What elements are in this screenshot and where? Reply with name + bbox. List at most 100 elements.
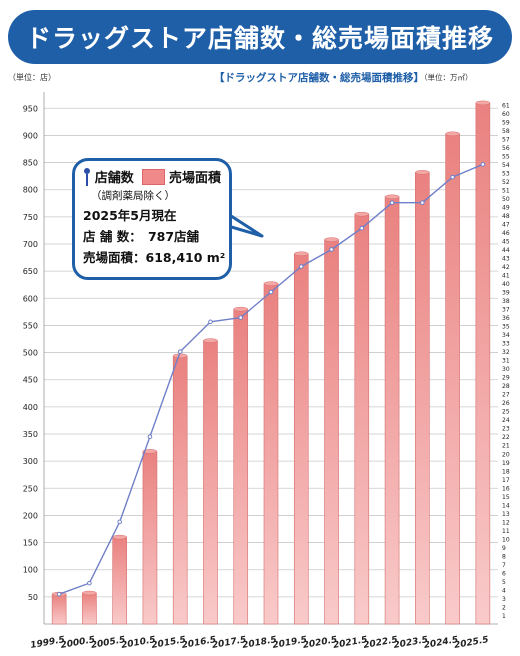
y2-tick-label: 12 (502, 519, 510, 526)
line-point (480, 162, 486, 167)
bar (445, 133, 460, 625)
line-point (359, 225, 365, 231)
y-tick-label: 100 (23, 566, 38, 575)
line-point (420, 200, 425, 205)
bar-cap (354, 211, 370, 217)
line-marker-icon (83, 167, 91, 186)
line-point (117, 519, 122, 525)
y2-tick-label: 38 (502, 298, 510, 305)
y2-tick-label: 43 (502, 255, 510, 262)
bar (112, 536, 127, 625)
y2-tick-label: 33 (502, 341, 510, 348)
bar-cap (263, 281, 279, 286)
x-tick-label: 2025.5 (453, 635, 489, 651)
bar-cap (445, 131, 460, 137)
legend-date: 2025年5月現在 (83, 208, 177, 223)
bar-cap (415, 170, 430, 175)
y-tick-label: 50 (28, 593, 38, 602)
legend-area-label: 売場面積 (168, 171, 221, 186)
bar-cap (82, 590, 97, 596)
y2-tick-label: 16 (502, 485, 510, 492)
y-tick-label: 450 (23, 376, 38, 385)
bar-cap (233, 306, 248, 312)
y-tick-label: 650 (23, 267, 38, 276)
legend-callout: 店舗数 売場面積 （調剤薬局除く） 2025年5月現在 店 舗 数： 787店舗… (72, 158, 232, 280)
bar-cap (384, 194, 400, 200)
y-tick-label: 500 (23, 349, 38, 358)
left-axis-unit: （単位：店） (8, 73, 56, 82)
y2-tick-label: 11 (502, 528, 510, 535)
bar-cap (112, 534, 127, 540)
legend-area-total: 売場面積：618,410 m² (83, 250, 226, 265)
y2-tick-label: 39 (502, 290, 510, 297)
chart-title: 【ドラッグストア店舗数・総売場面積推移】 (214, 72, 424, 84)
y2-tick-label: 55 (502, 153, 510, 160)
y2-tick-label: 28 (502, 383, 510, 390)
bar (203, 340, 218, 625)
y-tick-label: 800 (23, 186, 38, 195)
y2-tick-label: 2 (502, 604, 506, 611)
legend-stores-count: 店 舗 数： 787店舗 (83, 229, 200, 244)
y2-tick-label: 8 (502, 553, 506, 560)
y2-tick-label: 48 (502, 213, 510, 220)
y2-tick-label: 17 (502, 477, 510, 484)
y-tick-label: 700 (23, 240, 38, 249)
y2-tick-label: 18 (502, 468, 510, 475)
line-point (208, 319, 213, 325)
y-tick-label: 600 (23, 294, 38, 303)
y2-tick-label: 30 (502, 366, 510, 373)
y2-tick-label: 23 (502, 426, 510, 433)
y2-tick-label: 31 (502, 358, 510, 365)
y2-tick-label: 41 (502, 273, 510, 280)
y2-tick-label: 58 (502, 128, 510, 135)
y-tick-label: 900 (23, 131, 38, 140)
bar (263, 283, 279, 625)
y2-tick-label: 54 (502, 162, 510, 169)
bar (142, 451, 158, 625)
y-tick-label: 150 (23, 539, 38, 548)
line-point (87, 580, 92, 586)
y2-tick-label: 42 (502, 264, 510, 271)
y2-tick-label: 26 (502, 400, 510, 407)
y2-tick-label: 24 (502, 417, 510, 424)
y2-tick-label: 46 (502, 230, 510, 237)
y2-tick-label: 25 (502, 409, 510, 416)
bar (172, 355, 188, 625)
line-point (238, 315, 244, 320)
callout-pointer (226, 212, 264, 238)
y-tick-label: 550 (23, 321, 38, 330)
line-point (298, 264, 304, 269)
line-point (389, 200, 395, 205)
y2-tick-label: 50 (502, 196, 510, 203)
page-title: ドラッグストア店舗数・総売場面積推移 (25, 24, 494, 53)
line-point (177, 349, 183, 354)
line-point (450, 174, 455, 180)
y2-tick-label: 3 (502, 596, 506, 603)
bar (415, 172, 430, 625)
y2-tick-label: 60 (502, 111, 510, 118)
bar (82, 592, 97, 625)
y2-tick-label: 29 (502, 375, 510, 382)
y2-tick-label: 6 (502, 570, 506, 577)
bar (51, 593, 67, 625)
y2-tick-label: 9 (502, 545, 506, 552)
legend-note: （調剤薬局除く） (91, 190, 175, 202)
title-banner: ドラッグストア店舗数・総売場面積推移 (8, 10, 512, 64)
y2-tick-label: 19 (502, 460, 510, 467)
y-tick-label: 750 (23, 213, 38, 222)
y2-tick-label: 56 (502, 145, 510, 152)
y-tick-label: 200 (23, 511, 38, 520)
line-point (268, 289, 274, 295)
legend-stores-label: 店舗数 (94, 171, 134, 186)
bar (475, 102, 491, 625)
bar (233, 308, 249, 625)
y2-tick-label: 1 (502, 613, 506, 620)
bar-swatch-icon (141, 168, 165, 185)
y2-tick-label: 15 (502, 494, 510, 501)
y2-tick-label: 49 (502, 204, 510, 211)
y2-tick-label: 27 (502, 392, 510, 399)
y2-tick-label: 57 (502, 136, 510, 143)
y2-tick-label: 40 (502, 281, 510, 288)
y2-tick-label: 44 (502, 247, 510, 254)
